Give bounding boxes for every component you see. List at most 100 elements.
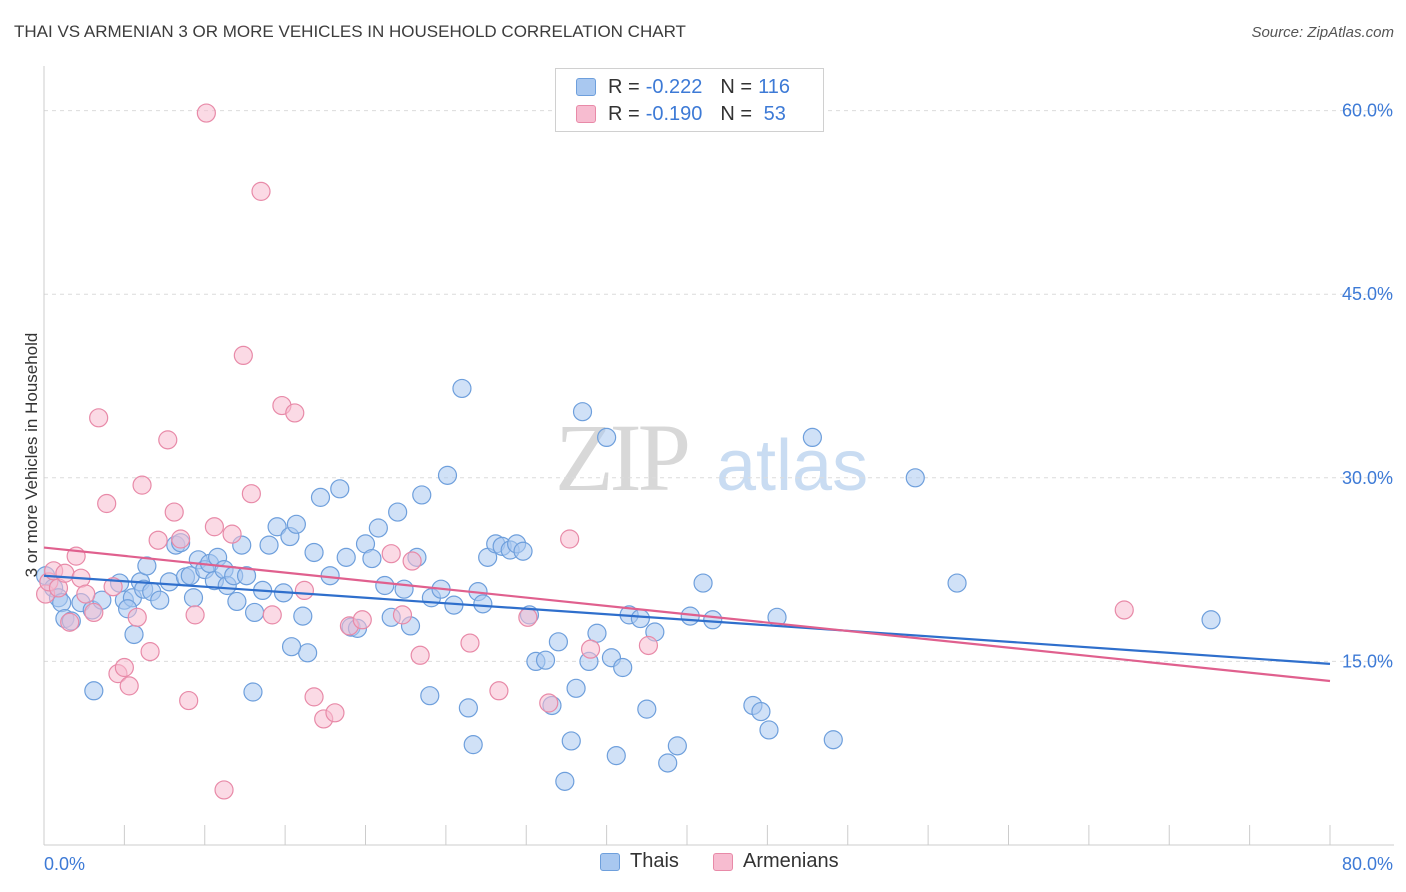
data-point-thais: [286, 514, 306, 534]
data-point-thais: [535, 650, 556, 670]
watermark-zip: ZIP: [555, 404, 688, 511]
data-point-thais: [227, 591, 247, 612]
data-point-thais: [150, 590, 170, 610]
data-point-thais: [281, 637, 302, 657]
bottom-legend-label-armenians: Armenians: [743, 850, 839, 872]
tick-label-layer: 15.0% 30.0% 45.0% 60.0% 0.0% 80.0%: [44, 101, 1393, 874]
y-axis-label: 3 or more Vehicles in Household: [22, 333, 41, 578]
bottom-legend-armenians: Armenians: [713, 850, 839, 873]
data-point-armenians: [76, 584, 96, 604]
watermark-atlas: atlas: [716, 426, 868, 506]
legend-row-thais: R = -0.222 N = 116: [576, 74, 790, 100]
data-point-thais: [513, 541, 533, 561]
data-point-thais: [236, 566, 257, 586]
data-point-armenians: [171, 529, 191, 549]
data-point-armenians: [381, 544, 401, 564]
data-point-thais: [572, 402, 593, 422]
data-point-armenians: [97, 493, 117, 514]
data-point-armenians: [285, 403, 305, 423]
data-point-armenians: [392, 605, 413, 625]
bottom-legend-label-thais: Thais: [630, 850, 679, 872]
legend-r-value: -0.222: [645, 75, 703, 98]
data-point-thais: [630, 608, 650, 629]
data-point-thais: [336, 547, 356, 567]
data-point-armenians: [132, 475, 152, 495]
legend-r-label: R =: [608, 102, 640, 125]
data-point-thais: [561, 731, 581, 751]
y-tick-label: 30.0%: [1342, 468, 1393, 488]
legend-swatch-armenians: [576, 105, 596, 123]
data-point-armenians: [127, 607, 147, 627]
data-point-armenians: [158, 430, 178, 450]
data-point-thais: [905, 468, 925, 488]
data-point-armenians: [262, 605, 282, 625]
data-point-thais: [310, 487, 331, 507]
data-point-armenians: [114, 657, 134, 678]
data-point-thais: [183, 588, 204, 608]
y-tick-label: 15.0%: [1342, 651, 1393, 671]
data-point-armenians: [460, 633, 480, 653]
data-point-thais: [137, 556, 157, 576]
data-point-armenians: [1114, 600, 1134, 620]
data-point-thais: [947, 573, 967, 593]
data-point-thais: [452, 378, 472, 399]
legend-row-armenians: R = -0.190 N = 53: [576, 101, 786, 127]
data-point-thais: [267, 517, 287, 537]
data-point-armenians: [304, 687, 324, 707]
legend-n-label: N =: [720, 102, 753, 125]
data-point-thais: [394, 579, 414, 599]
data-point-armenians: [402, 551, 422, 571]
data-point-armenians: [60, 612, 80, 632]
data-point-thais: [463, 735, 483, 755]
data-point-thais: [159, 572, 179, 592]
data-point-thais: [420, 686, 440, 706]
data-point-armenians: [352, 610, 372, 630]
data-point-thais: [375, 575, 395, 596]
data-point-thais: [555, 771, 575, 791]
data-point-thais: [606, 746, 626, 766]
data-point-armenians: [539, 693, 559, 713]
x-tick-label: 0.0%: [44, 854, 85, 874]
chart-title: THAI VS ARMENIAN 3 OR MORE VEHICLES IN H…: [14, 22, 686, 41]
data-point-thais: [84, 681, 104, 701]
data-point-thais: [693, 573, 713, 593]
data-point-armenians: [518, 607, 538, 627]
data-point-thais: [388, 502, 408, 522]
data-point-thais: [362, 548, 382, 569]
bottom-legend-swatch-armenians: [713, 852, 733, 871]
data-point-armenians: [140, 642, 160, 662]
data-point-armenians: [325, 703, 345, 723]
y-tick-label: 45.0%: [1342, 284, 1393, 304]
bottom-legend-swatch-thais: [600, 852, 620, 871]
legend-n-value: 116: [758, 75, 790, 98]
data-point-thais: [124, 624, 144, 645]
legend-swatch-thais: [576, 78, 596, 96]
data-point-thais: [368, 518, 388, 538]
data-point-armenians: [214, 780, 234, 800]
data-point-thais: [613, 657, 633, 678]
legend-r-label: R =: [608, 75, 640, 98]
legend: R = -0.222 N = 116 R = -0.190 N = 53: [555, 68, 824, 132]
data-point-thais: [293, 606, 313, 626]
trend-line-thais: [43, 574, 1331, 665]
axis-layer: [43, 66, 1394, 846]
data-point-thais: [667, 736, 687, 756]
data-point-armenians: [222, 524, 242, 544]
data-point-armenians: [164, 502, 184, 522]
data-point-armenians: [55, 563, 75, 583]
data-point-thais: [243, 682, 263, 702]
data-point-thais: [330, 479, 350, 499]
data-point-armenians: [84, 602, 104, 623]
data-point-thais: [1201, 610, 1221, 630]
data-point-thais: [458, 698, 478, 718]
data-point-thais: [473, 594, 493, 614]
data-point-thais: [259, 535, 279, 555]
data-point-armenians: [638, 635, 659, 656]
data-point-armenians: [560, 529, 580, 549]
data-point-armenians: [241, 484, 261, 504]
data-point-armenians: [119, 676, 139, 696]
data-point-thais: [703, 610, 723, 630]
data-point-armenians: [196, 103, 216, 123]
data-point-thais: [759, 720, 779, 740]
